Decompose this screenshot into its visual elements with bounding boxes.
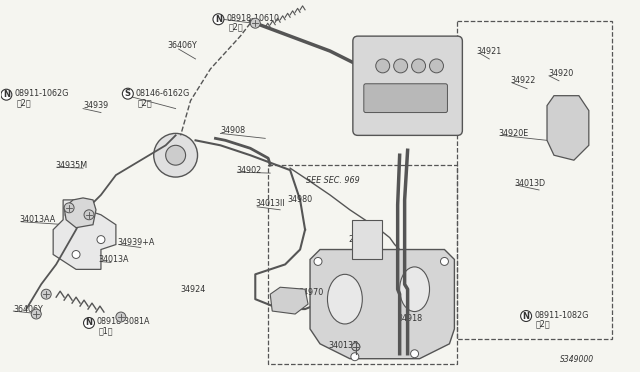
Circle shape bbox=[84, 318, 95, 328]
Circle shape bbox=[84, 210, 94, 220]
Ellipse shape bbox=[328, 274, 362, 324]
Circle shape bbox=[352, 343, 360, 351]
Polygon shape bbox=[270, 287, 308, 314]
FancyBboxPatch shape bbox=[364, 84, 447, 113]
Text: 34939+A: 34939+A bbox=[118, 238, 156, 247]
Circle shape bbox=[213, 14, 224, 25]
Circle shape bbox=[65, 211, 73, 219]
Text: SEE SEC. 969: SEE SEC. 969 bbox=[306, 176, 360, 185]
Circle shape bbox=[314, 257, 322, 265]
Circle shape bbox=[31, 309, 41, 319]
Circle shape bbox=[122, 88, 133, 99]
Text: 08146-6162G: 08146-6162G bbox=[136, 89, 190, 98]
Text: 34013AA: 34013AA bbox=[19, 215, 56, 224]
Circle shape bbox=[97, 235, 105, 244]
Circle shape bbox=[412, 59, 426, 73]
Text: 34970: 34970 bbox=[298, 288, 323, 297]
Polygon shape bbox=[64, 198, 96, 228]
Circle shape bbox=[154, 134, 198, 177]
Text: N: N bbox=[3, 90, 10, 99]
Text: 08911-1062G: 08911-1062G bbox=[14, 89, 68, 98]
Bar bbox=[268, 165, 458, 364]
Text: 34924: 34924 bbox=[180, 285, 206, 294]
Text: 34922: 34922 bbox=[510, 76, 536, 85]
Text: S349000: S349000 bbox=[560, 355, 594, 364]
Text: 34920E: 34920E bbox=[498, 129, 529, 138]
Circle shape bbox=[72, 250, 80, 259]
Text: 08918-10610: 08918-10610 bbox=[227, 14, 280, 23]
Text: S: S bbox=[125, 89, 131, 98]
Text: 36406Y: 36406Y bbox=[168, 41, 197, 49]
Circle shape bbox=[411, 350, 419, 358]
Polygon shape bbox=[53, 200, 116, 269]
Circle shape bbox=[64, 203, 74, 213]
Text: 24341Y: 24341Y bbox=[348, 235, 378, 244]
Polygon shape bbox=[547, 96, 589, 160]
Text: （2）: （2） bbox=[536, 320, 550, 328]
Text: 34013D: 34013D bbox=[514, 179, 545, 187]
Ellipse shape bbox=[399, 267, 429, 312]
Circle shape bbox=[351, 353, 359, 361]
Circle shape bbox=[520, 311, 532, 321]
Circle shape bbox=[1, 89, 12, 100]
Circle shape bbox=[376, 59, 390, 73]
Text: 34921: 34921 bbox=[476, 46, 502, 55]
Text: 34013II: 34013II bbox=[255, 199, 285, 208]
Circle shape bbox=[250, 18, 260, 28]
Text: （2）: （2） bbox=[138, 98, 152, 107]
Circle shape bbox=[41, 289, 51, 299]
Bar bbox=[458, 21, 612, 339]
Text: 34935M: 34935M bbox=[55, 161, 87, 170]
Text: 34902: 34902 bbox=[236, 166, 262, 174]
Text: 34013A: 34013A bbox=[98, 255, 129, 264]
Bar bbox=[352, 220, 381, 259]
Text: 36406Y: 36406Y bbox=[13, 305, 43, 314]
Text: 34939: 34939 bbox=[83, 101, 108, 110]
Text: （2）: （2） bbox=[17, 98, 31, 107]
Text: 34918: 34918 bbox=[397, 314, 423, 324]
Circle shape bbox=[429, 59, 444, 73]
Text: （2）: （2） bbox=[228, 23, 243, 32]
Text: （1）: （1） bbox=[99, 326, 113, 336]
Circle shape bbox=[166, 145, 186, 165]
Circle shape bbox=[352, 343, 360, 351]
Text: 34908: 34908 bbox=[220, 126, 246, 135]
Text: N: N bbox=[215, 15, 222, 24]
Text: 08911-1082G: 08911-1082G bbox=[534, 311, 588, 320]
Text: N: N bbox=[523, 311, 530, 321]
Text: N: N bbox=[86, 318, 93, 327]
Text: 34920: 34920 bbox=[548, 69, 573, 78]
Circle shape bbox=[440, 257, 449, 265]
Text: 34013B: 34013B bbox=[328, 341, 358, 350]
Circle shape bbox=[394, 59, 408, 73]
Circle shape bbox=[116, 312, 126, 322]
FancyBboxPatch shape bbox=[353, 36, 462, 135]
Text: 34904: 34904 bbox=[338, 302, 363, 311]
Text: 34980: 34980 bbox=[287, 195, 312, 204]
Polygon shape bbox=[310, 250, 454, 359]
Text: 08918-3081A: 08918-3081A bbox=[97, 317, 150, 327]
